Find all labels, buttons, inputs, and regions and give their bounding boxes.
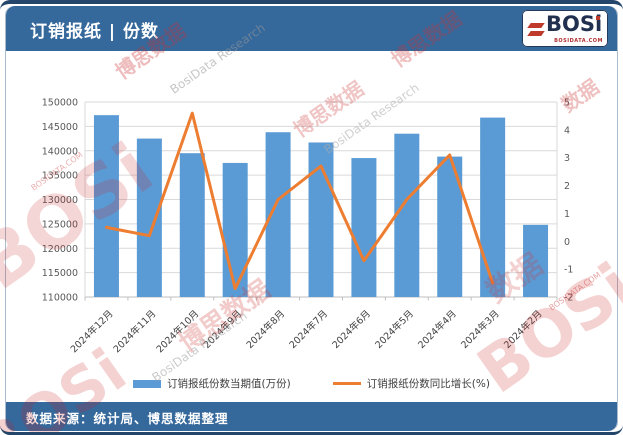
footer-bar: 数据来源：统计局、博思数据整理 bbox=[6, 402, 617, 431]
logo-dot-icon bbox=[596, 16, 600, 20]
legend-item-line-series: 订销报纸份数同比增长(%) bbox=[332, 376, 490, 391]
bar-series-label: 订销报纸份数当期值(万份) bbox=[167, 378, 291, 390]
line-series-label: 订销报纸份数同比增长(%) bbox=[366, 378, 490, 390]
logo-domain: BOSIDATA.COM bbox=[554, 38, 603, 44]
logo-stripe-icon bbox=[527, 23, 545, 28]
logo-text: BOSi bbox=[546, 12, 603, 36]
data-source-label: 数据来源：统计局、博思数据整理 bbox=[26, 411, 229, 426]
header-bar: 订销报纸 | 份数 BOSi BOSIDATA.COM bbox=[6, 6, 617, 51]
chart-legend: 订销报纸份数当期值(万份) 订销报纸份数同比增长(%) bbox=[0, 376, 623, 391]
legend-item-bar-series: 订销报纸份数当期值(万份) bbox=[133, 376, 291, 391]
line-series-swatch-icon bbox=[332, 382, 361, 385]
logo-stripe-icon bbox=[527, 31, 545, 36]
bosi-logo: BOSi BOSIDATA.COM bbox=[522, 10, 608, 47]
chart-panel: 订销报纸 | 份数 BOSi BOSIDATA.COM 数据来源：统计局、博思数… bbox=[5, 6, 618, 431]
page-title: 订销报纸 | 份数 bbox=[30, 22, 160, 42]
bar-series-swatch-icon bbox=[133, 379, 162, 388]
